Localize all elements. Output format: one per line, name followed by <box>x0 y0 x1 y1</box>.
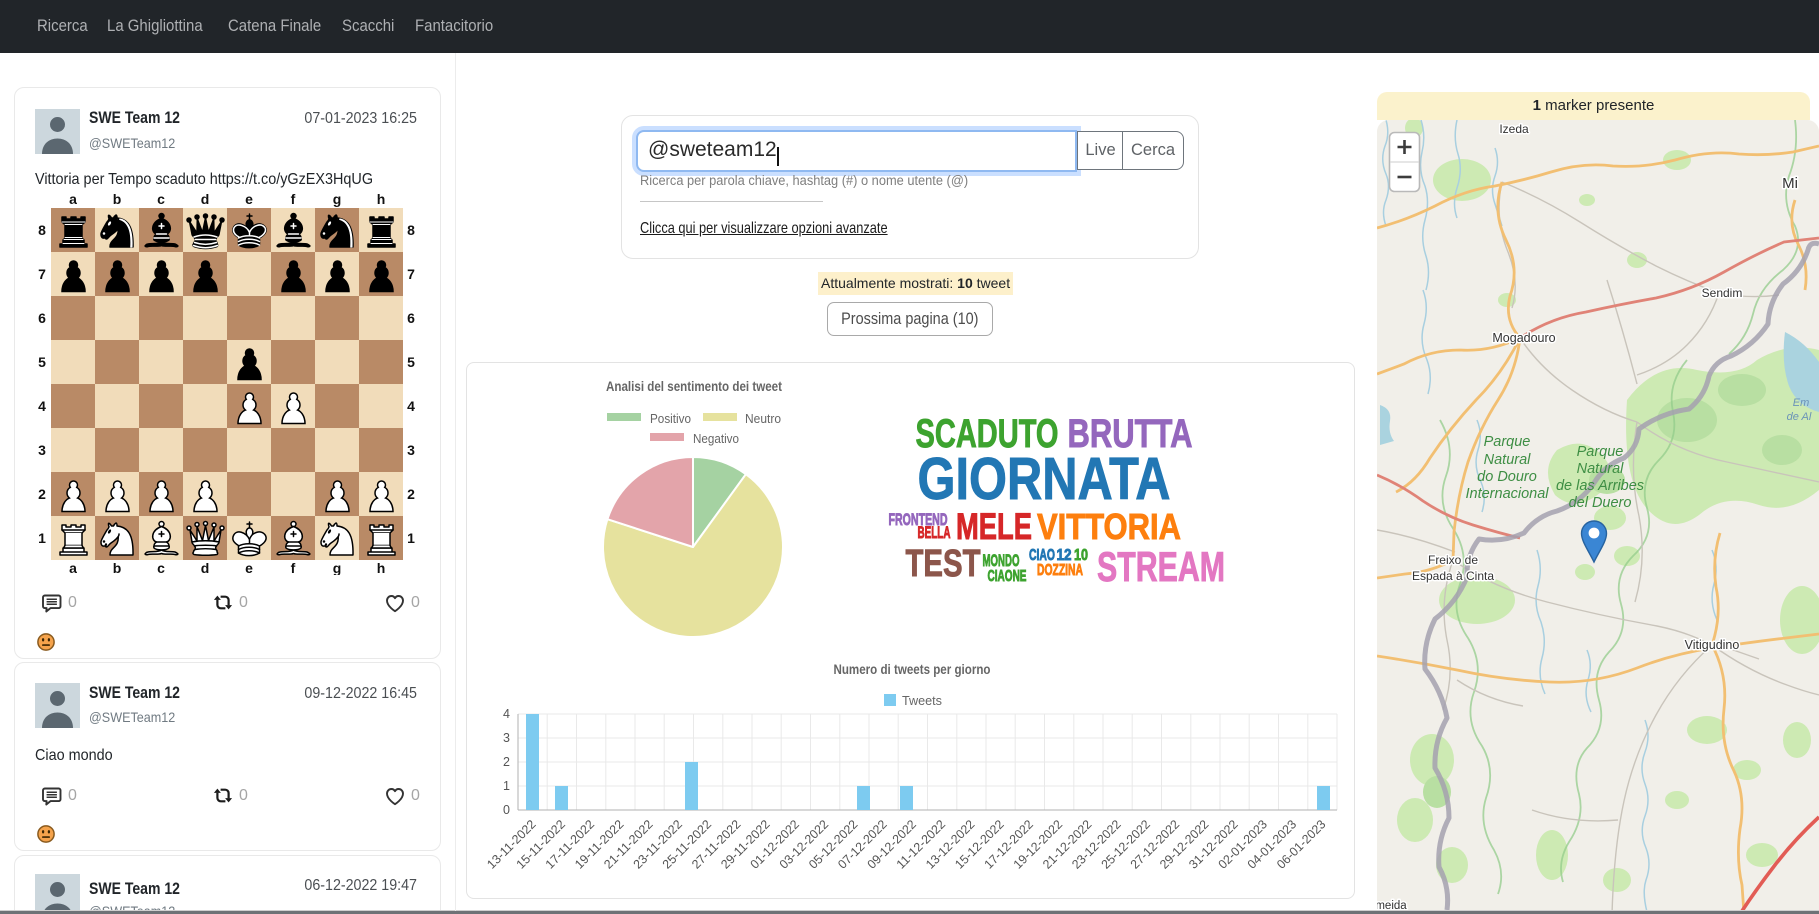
svg-text:de las Arribes: de las Arribes <box>1556 478 1644 494</box>
svg-text:d: d <box>201 560 210 575</box>
svg-text:d: d <box>201 191 210 207</box>
svg-text:meida: meida <box>1377 900 1407 912</box>
svg-text:g: g <box>333 191 342 207</box>
svg-text:CIAO: CIAO <box>1029 547 1055 564</box>
svg-text:e: e <box>245 191 253 207</box>
svg-text:b: b <box>113 560 122 575</box>
svg-text:SCADUTO: SCADUTO <box>916 412 1059 456</box>
svg-text:GIORNATA: GIORNATA <box>918 446 1171 512</box>
svg-text:Mogadouro: Mogadouro <box>1492 331 1555 345</box>
svg-text:a: a <box>69 560 77 575</box>
svg-text:Parque: Parque <box>1577 444 1624 460</box>
svg-text:Numero di tweets per giorno: Numero di tweets per giorno <box>834 662 991 677</box>
svg-text:FRONTEND: FRONTEND <box>889 510 948 529</box>
svg-text:5: 5 <box>38 354 46 370</box>
svg-text:MONDO: MONDO <box>983 551 1020 570</box>
svg-text:de Al: de Al <box>1787 411 1812 423</box>
svg-text:c: c <box>157 560 165 575</box>
svg-text:8: 8 <box>407 222 415 238</box>
svg-text:do Douro: do Douro <box>1477 469 1537 485</box>
svg-text:h: h <box>377 560 386 575</box>
svg-text:1: 1 <box>503 779 510 793</box>
svg-text:Analisi del sentimento dei twe: Analisi del sentimento dei tweet <box>606 379 782 394</box>
svg-text:f: f <box>291 560 296 575</box>
svg-text:2: 2 <box>407 486 415 502</box>
svg-text:c: c <box>157 191 165 207</box>
svg-text:Natural: Natural <box>1577 461 1625 477</box>
svg-text:MELE: MELE <box>956 506 1032 547</box>
svg-text:BELLA: BELLA <box>918 523 951 542</box>
svg-text:0: 0 <box>503 803 510 817</box>
svg-text:CIAONE: CIAONE <box>988 568 1027 585</box>
svg-text:Natural: Natural <box>1484 452 1532 468</box>
svg-text:1: 1 <box>38 530 46 546</box>
svg-text:Internacional: Internacional <box>1465 486 1549 502</box>
svg-text:12: 12 <box>1057 547 1072 564</box>
svg-text:6: 6 <box>38 310 46 326</box>
svg-text:Espada à Cinta: Espada à Cinta <box>1412 569 1494 583</box>
svg-text:Positivo: Positivo <box>650 412 691 426</box>
svg-text:5: 5 <box>407 354 415 370</box>
svg-text:Neutro: Neutro <box>745 412 781 426</box>
svg-text:Sendim: Sendim <box>1702 286 1743 300</box>
svg-text:Em: Em <box>1793 397 1810 409</box>
svg-text:4: 4 <box>38 398 46 414</box>
svg-text:DOZZINA: DOZZINA <box>1037 562 1083 579</box>
svg-text:STREAM: STREAM <box>1097 543 1225 590</box>
svg-text:4: 4 <box>407 398 415 414</box>
svg-text:a: a <box>69 191 77 207</box>
svg-text:TEST: TEST <box>906 543 981 585</box>
svg-text:Vitigudino: Vitigudino <box>1685 638 1740 652</box>
svg-text:Izeda: Izeda <box>1499 122 1529 136</box>
svg-text:2: 2 <box>503 755 510 769</box>
svg-text:Tweets: Tweets <box>902 693 942 708</box>
svg-text:g: g <box>333 560 342 575</box>
svg-text:Negativo: Negativo <box>693 432 739 446</box>
svg-text:del Duero: del Duero <box>1569 495 1632 511</box>
svg-text:7: 7 <box>38 266 46 282</box>
svg-text:b: b <box>113 191 122 207</box>
svg-text:8: 8 <box>38 222 46 238</box>
svg-text:f: f <box>291 191 296 207</box>
svg-text:3: 3 <box>407 442 415 458</box>
svg-text:2: 2 <box>38 486 46 502</box>
svg-text:Freixo de: Freixo de <box>1428 553 1478 567</box>
svg-text:6: 6 <box>407 310 415 326</box>
svg-text:e: e <box>245 560 253 575</box>
svg-text:4: 4 <box>503 707 510 721</box>
svg-text:1: 1 <box>407 530 415 546</box>
svg-text:7: 7 <box>407 266 415 282</box>
svg-text:3: 3 <box>38 442 46 458</box>
svg-text:VITTORIA: VITTORIA <box>1037 506 1181 547</box>
svg-text:BRUTTA: BRUTTA <box>1068 412 1193 456</box>
svg-text:h: h <box>377 191 386 207</box>
svg-text:Parque: Parque <box>1484 434 1531 450</box>
svg-text:Mi: Mi <box>1782 175 1798 192</box>
svg-text:10: 10 <box>1074 547 1088 564</box>
svg-text:3: 3 <box>503 731 510 745</box>
